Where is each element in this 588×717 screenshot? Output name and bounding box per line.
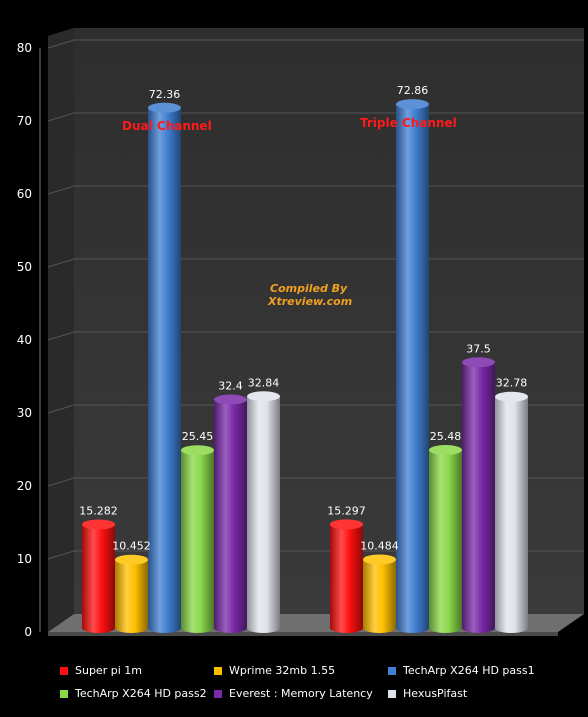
chart-floor-front xyxy=(48,632,558,636)
annotation: Triple Channel xyxy=(360,116,457,130)
bar-top xyxy=(396,99,429,110)
legend-swatch xyxy=(214,666,222,675)
legend: Super pi 1m Wprime 32mb 1.55 TechArp X264 … xyxy=(60,664,580,700)
bar xyxy=(363,559,396,633)
legend-item: Wprime 32mb 1.55 xyxy=(214,664,388,677)
data-label: 72.86 xyxy=(397,84,429,97)
legend-item: TechArp X264 HD pass1 xyxy=(388,664,568,677)
legend-label: Wprime 32mb 1.55 xyxy=(229,664,336,677)
legend-swatch xyxy=(388,689,396,698)
data-label: 25.45 xyxy=(182,430,214,443)
bar xyxy=(214,399,247,633)
chart-side-wall xyxy=(48,28,74,632)
y-tick-label: 60 xyxy=(17,187,32,201)
bar xyxy=(330,524,363,633)
gridline xyxy=(47,39,584,49)
y-tick-label: 20 xyxy=(17,479,32,493)
y-tick-label: 80 xyxy=(17,41,32,55)
y-tick-label: 0 xyxy=(24,625,32,639)
bar-top xyxy=(495,391,528,402)
bar xyxy=(429,449,462,633)
data-labels: 15.282 10.452 72.36 25.45 32.4 32.84 15.297 10.… xyxy=(79,84,527,553)
legend-item: HexusPifast xyxy=(388,687,568,700)
bar-top xyxy=(148,102,181,113)
bar-top xyxy=(115,554,148,565)
y-tick-label: 30 xyxy=(17,406,32,420)
bar-series xyxy=(82,99,528,634)
bar xyxy=(115,559,148,633)
data-label: 32.78 xyxy=(496,377,528,390)
data-label: 32.84 xyxy=(248,376,280,389)
legend-swatch xyxy=(388,666,396,675)
y-tick-label: 10 xyxy=(17,552,32,566)
legend-swatch xyxy=(60,689,68,698)
legend-item: Everest : Memory Latency xyxy=(214,687,388,700)
data-label: 37.5 xyxy=(466,342,491,355)
data-label: 72.36 xyxy=(149,88,181,101)
legend-label: Everest : Memory Latency xyxy=(229,687,373,700)
data-label: 15.297 xyxy=(327,504,366,517)
annotation: Compiled By xyxy=(270,282,348,295)
legend-label: TechArp X264 HD pass1 xyxy=(403,664,535,677)
bar-top xyxy=(429,444,462,455)
legend-swatch xyxy=(214,689,222,698)
bar-top xyxy=(462,357,495,368)
annotation: Dual Channel xyxy=(122,119,212,133)
y-tick-label: 70 xyxy=(17,114,32,128)
data-label: 10.452 xyxy=(112,540,151,553)
bar xyxy=(82,524,115,633)
bar xyxy=(148,107,181,634)
legend-label: HexusPifast xyxy=(403,687,468,700)
bar xyxy=(495,396,528,633)
legend-item: TechArp X264 HD pass2 xyxy=(60,687,214,700)
legend-label: TechArp X264 HD pass2 xyxy=(75,687,207,700)
bar xyxy=(181,450,214,633)
bar-top xyxy=(82,519,115,530)
legend-swatch xyxy=(60,666,68,675)
y-tick-label: 50 xyxy=(17,260,32,274)
annotation: Xtreview.com xyxy=(267,295,352,308)
bar-top xyxy=(363,554,396,565)
bar xyxy=(396,104,429,633)
y-tick-label: 40 xyxy=(17,333,32,347)
bar xyxy=(247,396,280,633)
legend-item: Super pi 1m xyxy=(60,664,214,677)
data-label: 15.282 xyxy=(79,504,118,517)
data-label: 32.4 xyxy=(218,379,243,392)
y-axis: 0 10 20 30 40 50 60 70 80 xyxy=(17,41,41,639)
bar-top xyxy=(330,519,363,530)
bar xyxy=(462,362,495,633)
legend-label: Super pi 1m xyxy=(75,664,142,677)
data-label: 25.48 xyxy=(430,430,462,443)
bar-top xyxy=(247,391,280,402)
bar-top xyxy=(181,445,214,456)
data-label: 10.484 xyxy=(360,539,399,552)
annotations: Dual Channel Triple Channel Compiled ByXtr… xyxy=(122,116,457,308)
bar-top xyxy=(214,394,247,405)
